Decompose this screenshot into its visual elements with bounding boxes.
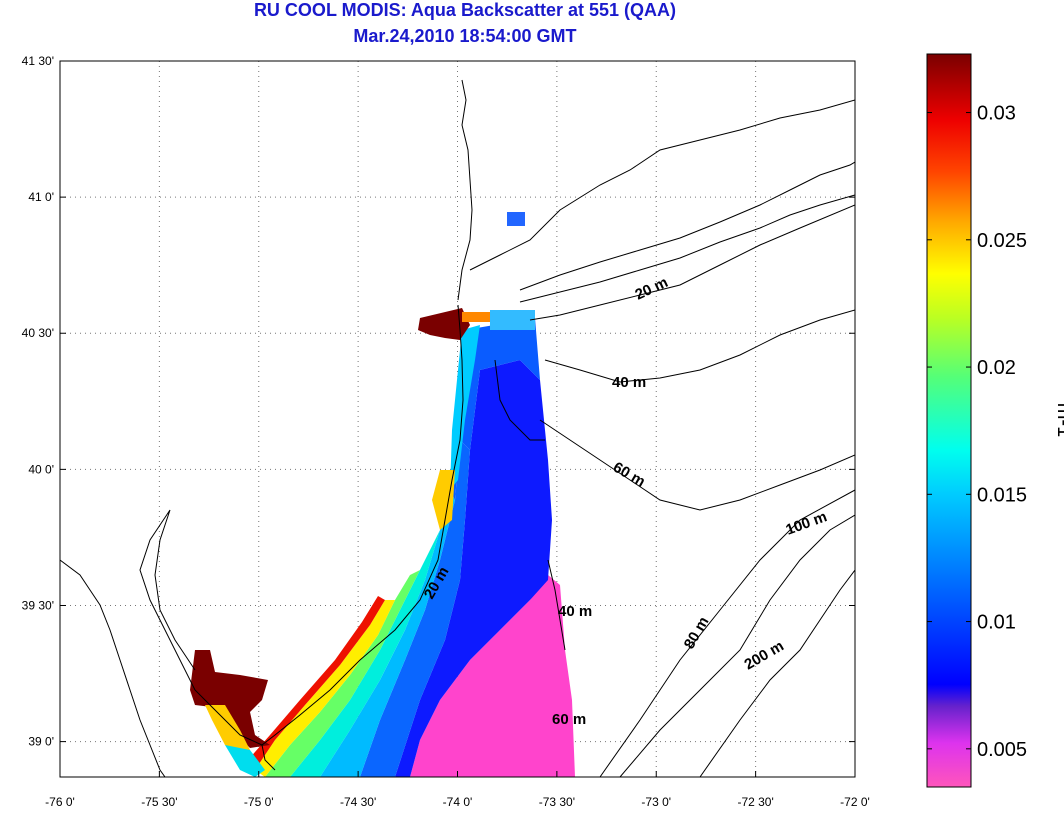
contour-200m (699, 569, 855, 777)
contour-label: 40 m (612, 374, 646, 391)
long-island-north-shore (519, 161, 855, 291)
x-tick-label: -75 30' (141, 795, 177, 809)
contour-label: 60 m (552, 711, 586, 728)
colorbar-tick-label: 0.005 (977, 739, 1027, 761)
x-tick-label: -72 30' (737, 795, 773, 809)
raster-region-low (410, 575, 575, 777)
raster-region-bay-mouth (205, 705, 250, 760)
raster-region-blue (395, 360, 552, 777)
contour-label: 100 m (784, 508, 830, 539)
colorbar-ticks: 0.03 0.025 0.02 0.015 0.01 0.005 (927, 103, 1027, 761)
raster-region-cape-may (225, 745, 265, 777)
contour-100m (619, 514, 855, 777)
raster-region-delaware-bay (190, 650, 270, 748)
x-tick-label: -75 0' (244, 795, 274, 809)
y-tick-label: 39 0' (28, 735, 54, 749)
y-tick-label: 41 0' (28, 190, 54, 204)
colorbar-tick-label: 0.01 (977, 612, 1016, 634)
raster-region-harbor (418, 308, 470, 340)
raster-region-hudson (507, 212, 525, 226)
raster-region-green (265, 570, 420, 777)
contour-20m (529, 204, 855, 321)
contour-label: 40 m (558, 603, 592, 620)
y-tick-label: 41 30' (22, 54, 54, 68)
y-tick-label: 40 30' (22, 326, 54, 340)
hudson-river (457, 79, 473, 301)
colorbar-tick-label: 0.025 (977, 230, 1027, 252)
y-axis: 39 0' 39 30' 40 0' 40 30' 41 0' 41 30' (22, 54, 855, 749)
contour-40m (544, 309, 855, 383)
colorbar-tick-label: 0.02 (977, 357, 1016, 379)
x-tick-label: -76 0' (45, 795, 75, 809)
connecticut-shore (469, 99, 855, 271)
contour-40m-nj (547, 559, 566, 651)
x-axis: -76 0' -75 30' -75 0' -74 30' -74 0' -73 30' -… (45, 771, 870, 809)
map-subtitle: Mar.24,2010 18:54:00 GMT (353, 26, 577, 46)
raster-region-red (248, 596, 385, 770)
y-tick-label: 39 30' (22, 598, 54, 612)
long-island-south-shore (519, 194, 855, 303)
raster-region-medblue (360, 440, 470, 777)
colorbar (926, 53, 972, 788)
map-title: RU COOL MODIS: Aqua Backscatter at 551 (… (253, 0, 677, 20)
colorbar-tick-label: 0.03 (977, 103, 1016, 125)
backscatter-raster (190, 212, 575, 777)
x-tick-label: -74 30' (340, 795, 376, 809)
x-tick-label: -74 0' (443, 795, 473, 809)
raster-region-north-cyan (450, 325, 480, 490)
contour-label: 80 m (681, 614, 713, 652)
contour-60m (539, 419, 855, 511)
contour-20m-nj (494, 359, 545, 441)
contour-label: 20 m (633, 274, 671, 304)
x-tick-label: -73 30' (539, 795, 575, 809)
x-tick-label: -73 0' (641, 795, 671, 809)
coastline (60, 79, 855, 777)
delmarva-shore (60, 559, 166, 777)
raster-region-north-lightblue (490, 310, 535, 330)
colorbar-label: m-1 (1053, 403, 1064, 437)
contour-label: 60 m (610, 459, 648, 491)
nj-coast (261, 304, 464, 771)
y-tick-label: 40 0' (28, 462, 54, 476)
contour-label: 200 m (742, 637, 787, 673)
delaware-bay-shore (139, 509, 263, 746)
raster-region-yellow (255, 600, 395, 777)
contour-80m (599, 489, 855, 777)
x-tick-label: -72 0' (840, 795, 870, 809)
raster-region-harbor-orange (462, 312, 492, 322)
colorbar-tick-label: 0.015 (977, 484, 1027, 506)
raster-region-north-yellow (432, 470, 455, 530)
